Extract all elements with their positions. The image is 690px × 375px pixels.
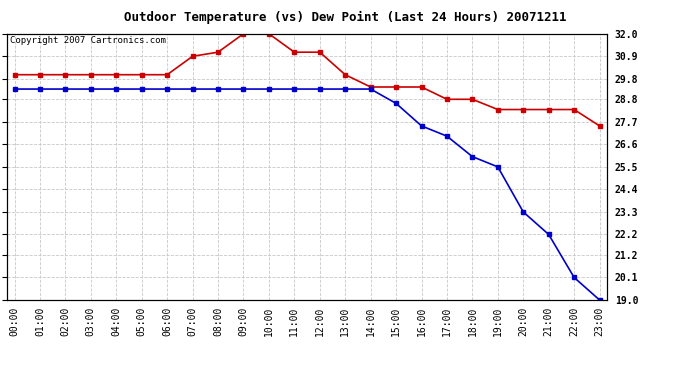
Text: Copyright 2007 Cartronics.com: Copyright 2007 Cartronics.com xyxy=(10,36,166,45)
Text: Outdoor Temperature (vs) Dew Point (Last 24 Hours) 20071211: Outdoor Temperature (vs) Dew Point (Last… xyxy=(124,11,566,24)
